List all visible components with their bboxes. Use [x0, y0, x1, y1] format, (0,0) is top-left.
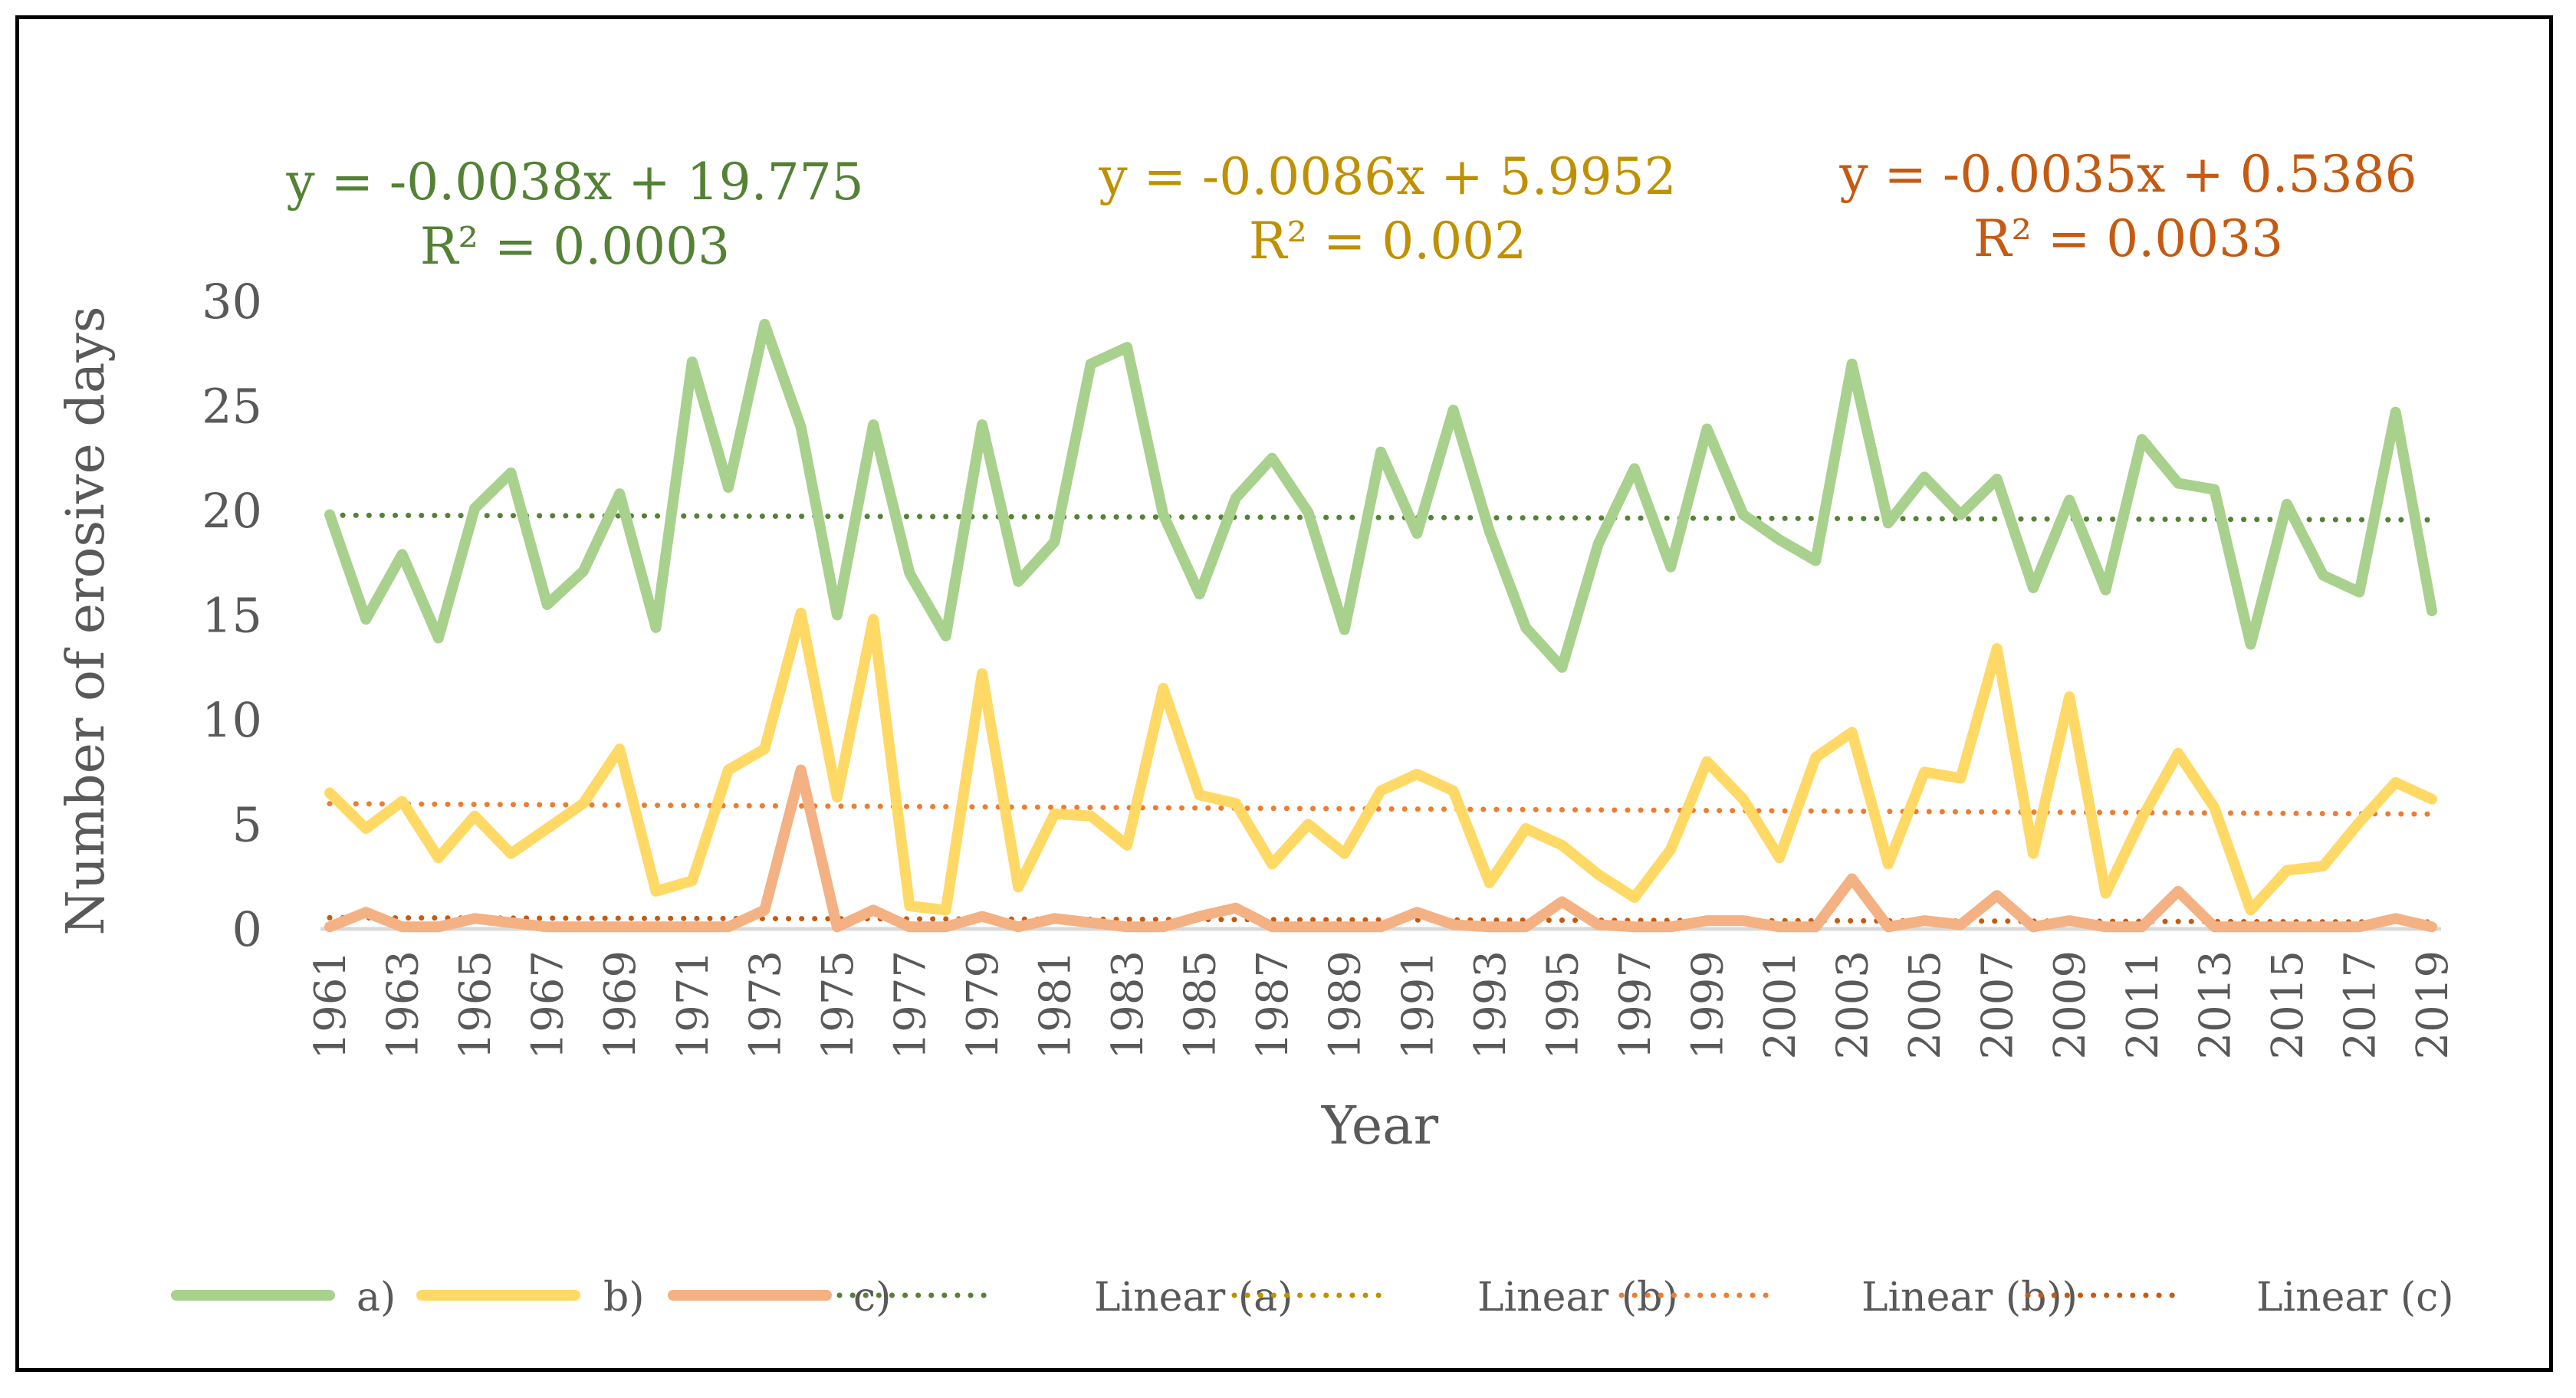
trendline-equation: y = -0.0086x + 5.9952	[1098, 147, 1676, 206]
x-tick-label: 1963	[379, 950, 429, 1060]
trendline-r-squared: R² = 0.002	[1249, 212, 1526, 271]
x-axis-title: Year	[1321, 1096, 1439, 1157]
y-tick-label: 5	[232, 797, 262, 853]
x-tick-label: 2011	[2118, 950, 2168, 1060]
x-tick-label: 1997	[1611, 950, 1661, 1060]
x-tick-label: 2017	[2335, 950, 2385, 1060]
x-tick-label: 2005	[1901, 950, 1950, 1060]
x-tick-label: 1967	[524, 950, 573, 1060]
x-tick-label: 2013	[2190, 950, 2240, 1060]
x-tick-label: 1965	[451, 950, 501, 1060]
y-tick-label: 25	[202, 379, 262, 435]
chart-frame	[15, 15, 2553, 1372]
trendline-linear-a-	[327, 512, 2435, 523]
x-tick-label: 1991	[1393, 950, 1443, 1060]
x-tick-label: 1981	[1031, 950, 1081, 1060]
legend-label: Linear (a)	[1094, 1275, 1293, 1321]
x-tick-label: 1961	[306, 950, 356, 1060]
y-tick-label: 10	[202, 692, 262, 748]
series-line-b	[324, 607, 2437, 916]
x-tick-label: 1999	[1683, 950, 1733, 1060]
trendline-r-squared: R² = 0.0003	[420, 217, 730, 276]
x-axis: 1961 1963 1965 1967 1969 1971 1973 1975 1977 1979…	[306, 950, 2458, 1060]
legend-label: Linear (b))	[1861, 1275, 2078, 1321]
legend-label: a)	[356, 1275, 396, 1321]
x-tick-label: 1989	[1321, 950, 1371, 1060]
data-series	[324, 319, 2437, 933]
legend: a) b) c) Linear (a) Linear (b) Linear (b)) Lin…	[171, 1275, 2454, 1321]
x-tick-label: 1969	[596, 950, 646, 1060]
x-tick-label: 2001	[1756, 950, 1806, 1060]
trendline-equation: y = -0.0038x + 19.775	[285, 153, 863, 212]
y-tick-label: 15	[202, 588, 262, 644]
x-tick-label: 1987	[1248, 950, 1298, 1060]
x-tick-label: 1985	[1176, 950, 1226, 1060]
y-axis: 0 5 10 15 20 25 30	[202, 274, 262, 957]
series-line-a	[324, 319, 2437, 673]
x-tick-label: 1993	[1466, 950, 1516, 1060]
x-tick-label: 2015	[2263, 950, 2313, 1060]
x-tick-label: 1971	[669, 950, 718, 1060]
x-tick-label: 1979	[958, 950, 1008, 1060]
legend-label: c)	[853, 1275, 891, 1321]
y-tick-label: 20	[202, 483, 262, 539]
y-tick-label: 0	[232, 901, 262, 957]
x-tick-label: 1995	[1538, 950, 1588, 1060]
x-tick-label: 2003	[1829, 950, 1878, 1060]
legend-label: Linear (b)	[1477, 1275, 1678, 1321]
y-tick-label: 30	[202, 274, 262, 330]
x-tick-label: 2007	[1973, 950, 2023, 1060]
trendline-equation: y = -0.0035x + 0.5386	[1838, 145, 2417, 204]
series-line-c	[324, 764, 2437, 933]
y-axis-title: Number of erosive days	[56, 306, 117, 935]
x-tick-label: 2019	[2408, 950, 2458, 1060]
x-tick-label: 2009	[2045, 950, 2095, 1060]
trendline-linear-c-	[327, 914, 2435, 925]
legend-label: b)	[603, 1275, 645, 1321]
x-tick-label: 1977	[886, 950, 935, 1060]
legend-label: Linear (c)	[2256, 1275, 2454, 1321]
x-tick-label: 1973	[741, 950, 790, 1060]
trendline-linear-b-	[327, 801, 2435, 817]
trendlines	[327, 512, 2435, 925]
trendline-r-squared: R² = 0.0033	[1973, 209, 2283, 268]
x-tick-label: 1983	[1103, 950, 1153, 1060]
x-tick-label: 1975	[813, 950, 863, 1060]
